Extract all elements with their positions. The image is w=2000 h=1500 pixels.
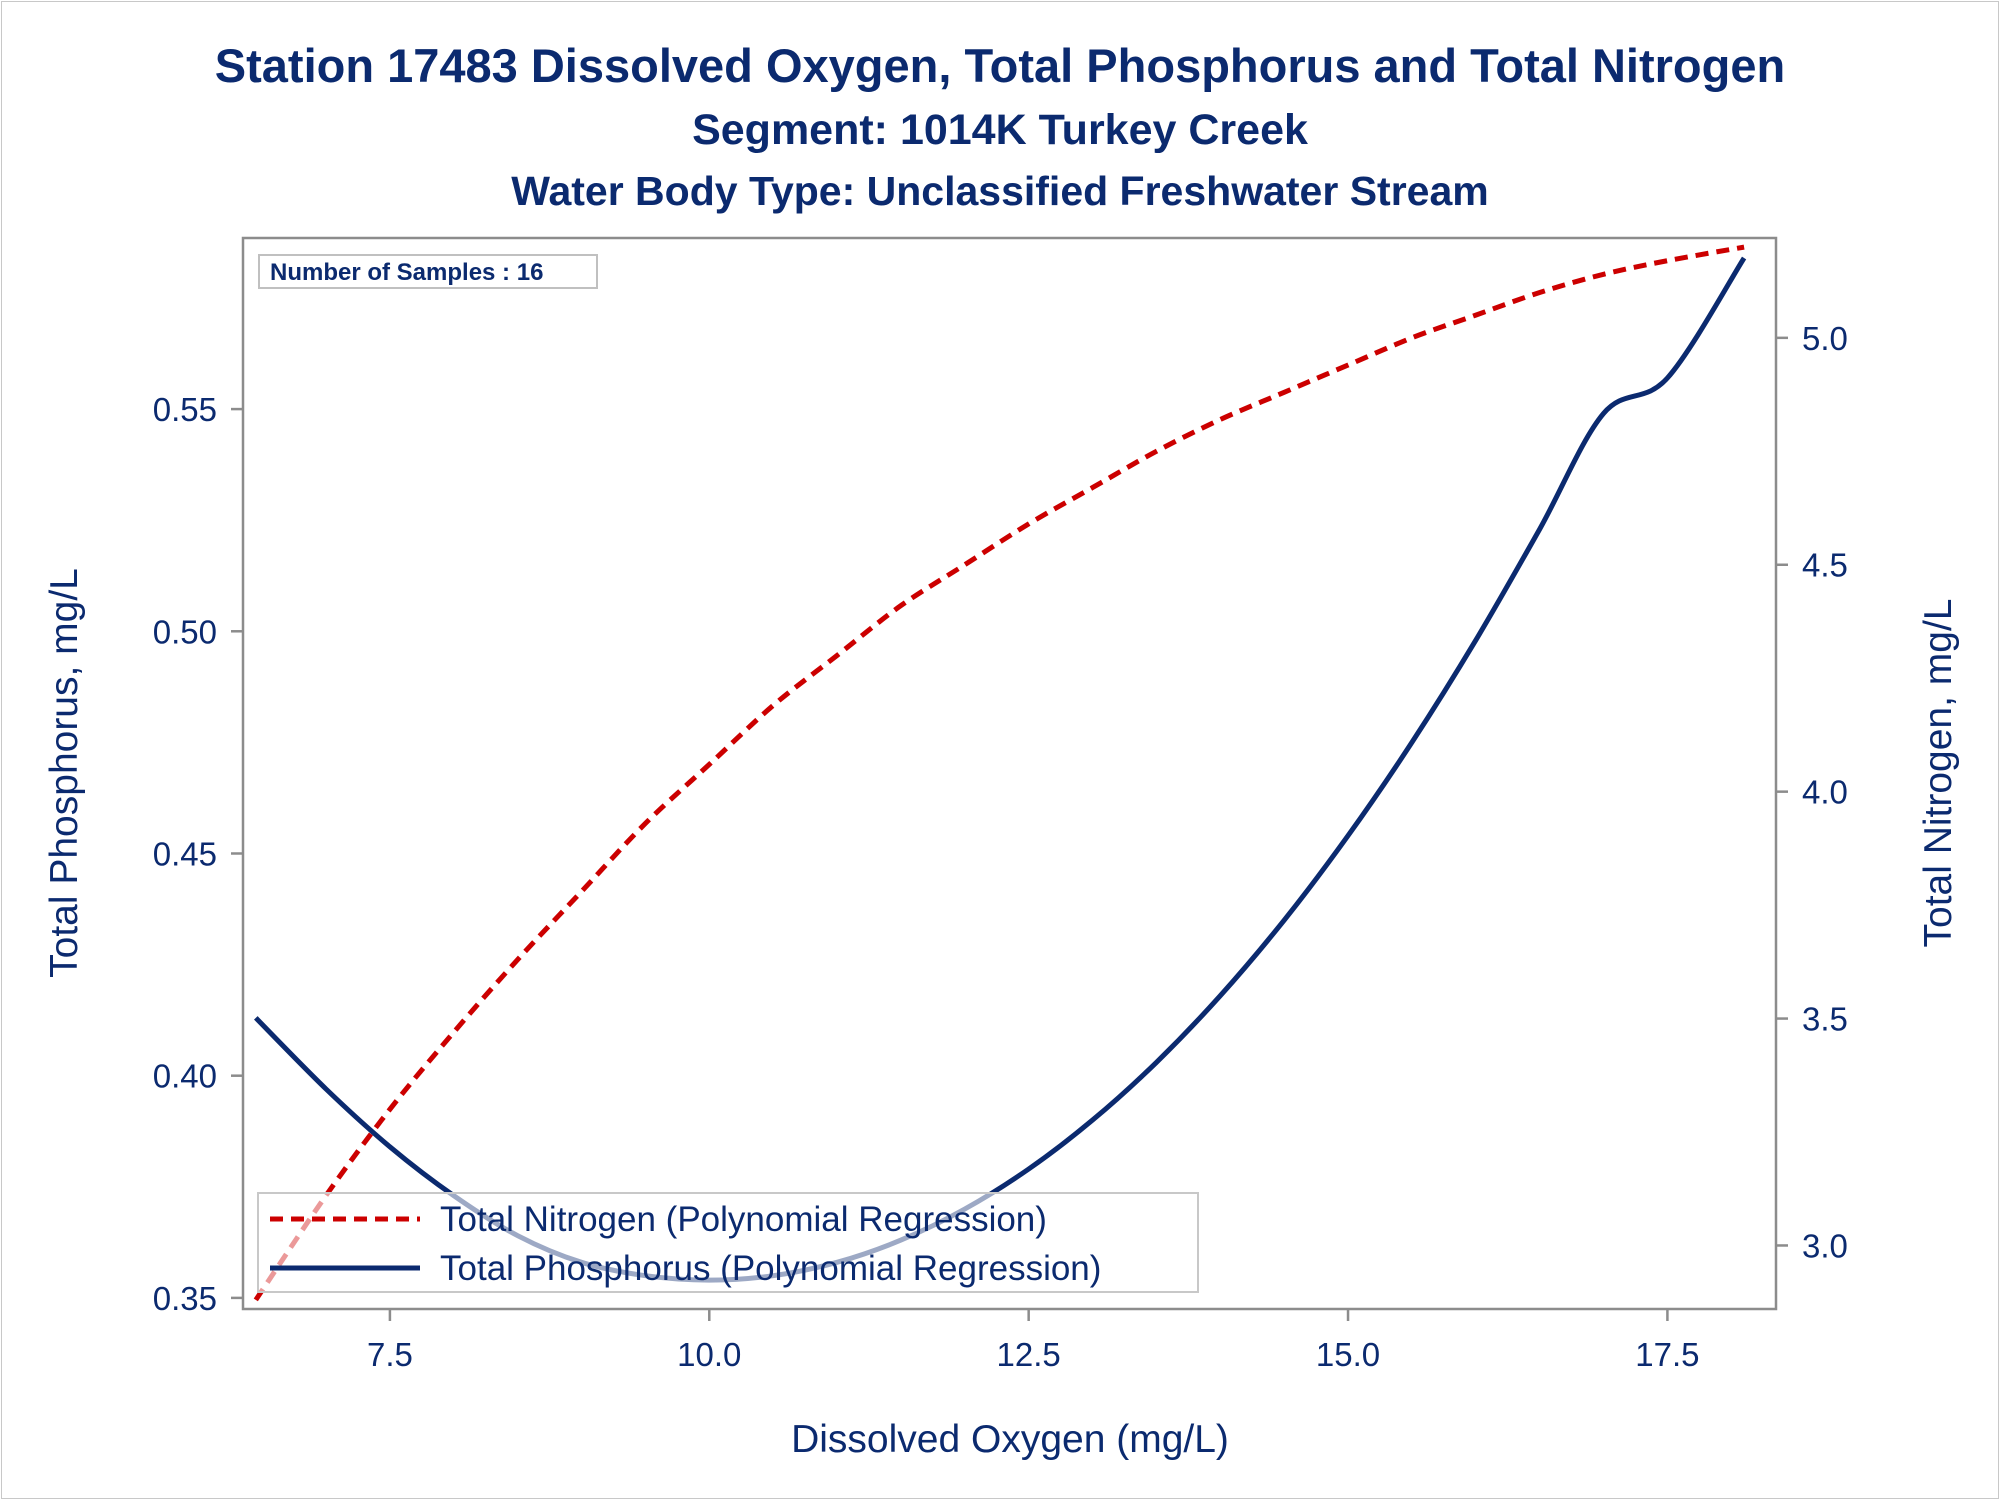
x-axis-label: Dissolved Oxygen (mg/L): [791, 1418, 1229, 1461]
y-right-tick-label: 4.5: [1802, 547, 1848, 584]
y-axis-label-right: Total Nitrogen, mg/L: [1917, 598, 1960, 947]
y-left-tick-label: 0.40: [153, 1058, 217, 1095]
legend-label-nitrogen: Total Nitrogen (Polynomial Regression): [440, 1200, 1047, 1239]
series-lines: [253, 244, 1747, 1302]
y-right-tick-label: 4.0: [1802, 774, 1848, 811]
x-tick-label: 15.0: [1316, 1336, 1380, 1373]
chart-subtitle-2: Water Body Type: Unclassified Freshwater…: [511, 168, 1489, 214]
legend-label-phosphorus: Total Phosphorus (Polynomial Regression): [440, 1249, 1101, 1288]
y-right-tick-label: 3.0: [1802, 1227, 1848, 1264]
series-line-phosphorus: [254, 256, 1747, 1283]
y-left-tick-label: 0.50: [153, 613, 217, 650]
y-left-tick-label: 0.35: [153, 1280, 217, 1317]
chart-title: Station 17483 Dissolved Oxygen, Total Ph…: [214, 39, 1786, 92]
legend-box: [257, 1192, 1199, 1293]
x-tick-label: 10.0: [677, 1336, 741, 1373]
x-tick-label: 7.5: [367, 1336, 413, 1373]
x-tick-label: 12.5: [997, 1336, 1061, 1373]
y-right-tick-label: 5.0: [1802, 320, 1848, 357]
plot-area: [241, 236, 1778, 1311]
axis-ticks: 7.5 10.0 12.5 15.0 17.5 0.35 0.40 0.45 0.50 0.55 3…: [153, 320, 1848, 1373]
x-tick-label: 17.5: [1635, 1336, 1699, 1373]
sample-count-label: Number of Samples : 16: [270, 259, 543, 286]
y-left-tick-label: 0.45: [153, 835, 217, 872]
series-line-nitrogen: [253, 244, 1745, 1302]
y-right-tick-label: 3.5: [1802, 1001, 1848, 1038]
chart-subtitle: Segment: 1014K Turkey Creek: [692, 106, 1308, 154]
y-left-tick-label: 0.55: [153, 391, 217, 428]
y-axis-label-left: Total Phosphorus, mg/L: [43, 568, 86, 978]
sample-count-box: [258, 254, 598, 289]
